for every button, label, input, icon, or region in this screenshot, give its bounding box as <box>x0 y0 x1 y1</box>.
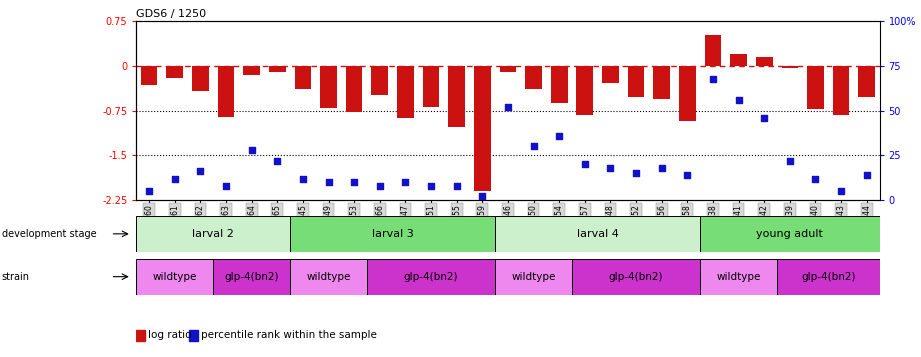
Text: glp-4(bn2): glp-4(bn2) <box>609 272 663 282</box>
Text: wildtype: wildtype <box>307 272 351 282</box>
Text: percentile rank within the sample: percentile rank within the sample <box>201 330 377 340</box>
Bar <box>499 66 517 72</box>
Bar <box>474 66 491 191</box>
Text: GDS6 / 1250: GDS6 / 1250 <box>136 9 206 19</box>
Bar <box>345 66 363 112</box>
Bar <box>495 259 572 295</box>
Point <box>424 183 438 188</box>
Bar <box>628 66 645 97</box>
Point <box>757 115 772 121</box>
Bar <box>217 66 234 117</box>
Text: development stage: development stage <box>2 229 97 239</box>
Point <box>859 172 874 178</box>
Bar <box>833 66 849 115</box>
Bar <box>777 259 880 295</box>
Text: larval 4: larval 4 <box>577 229 619 239</box>
Bar <box>269 66 286 72</box>
Point <box>270 158 285 164</box>
Point <box>321 179 336 185</box>
Bar <box>551 66 567 103</box>
Bar <box>321 66 337 108</box>
Bar <box>167 66 183 78</box>
Point <box>501 104 516 110</box>
Text: wildtype: wildtype <box>153 272 197 282</box>
Text: strain: strain <box>2 272 29 282</box>
Bar <box>136 259 213 295</box>
Bar <box>730 54 747 66</box>
Point <box>475 193 490 199</box>
Bar <box>756 57 773 66</box>
Bar <box>371 66 388 95</box>
Bar <box>602 66 619 83</box>
Bar <box>136 216 290 252</box>
Bar <box>243 66 260 75</box>
Point <box>808 176 822 181</box>
Bar <box>679 66 695 121</box>
Point <box>193 169 208 174</box>
Bar <box>136 330 145 341</box>
Bar <box>700 259 777 295</box>
Bar <box>397 66 414 119</box>
Point <box>296 176 310 181</box>
Point <box>398 179 413 185</box>
Text: log ratio: log ratio <box>147 330 192 340</box>
Point <box>654 165 669 171</box>
Point <box>577 161 592 167</box>
Text: larval 2: larval 2 <box>192 229 234 239</box>
Point <box>372 183 387 188</box>
Bar <box>495 216 700 252</box>
Point <box>629 170 644 176</box>
Text: young adult: young adult <box>756 229 823 239</box>
Text: glp-4(bn2): glp-4(bn2) <box>801 272 856 282</box>
Bar <box>141 66 157 85</box>
Bar <box>700 216 880 252</box>
Bar <box>449 66 465 127</box>
Bar <box>192 66 209 91</box>
Point <box>168 176 182 181</box>
Point <box>526 144 541 149</box>
Point <box>218 183 233 188</box>
Point <box>244 147 259 153</box>
Text: glp-4(bn2): glp-4(bn2) <box>225 272 279 282</box>
Bar <box>295 66 311 89</box>
Point <box>731 97 746 103</box>
Text: wildtype: wildtype <box>511 272 555 282</box>
Point <box>142 188 157 194</box>
Bar <box>190 330 198 341</box>
Point <box>552 133 566 139</box>
Point <box>347 179 362 185</box>
Text: larval 3: larval 3 <box>372 229 414 239</box>
Point <box>680 172 694 178</box>
Bar <box>858 66 875 97</box>
Bar <box>423 66 439 106</box>
Bar <box>290 259 367 295</box>
Point <box>834 188 848 194</box>
Point <box>449 183 464 188</box>
Bar <box>213 259 290 295</box>
Bar <box>290 216 495 252</box>
Bar <box>782 66 799 68</box>
Bar <box>705 35 721 66</box>
Bar <box>653 66 670 99</box>
Point <box>603 165 618 171</box>
Bar <box>807 66 823 109</box>
Text: wildtype: wildtype <box>717 272 761 282</box>
Point <box>783 158 798 164</box>
Bar <box>367 259 495 295</box>
Text: glp-4(bn2): glp-4(bn2) <box>403 272 459 282</box>
Bar <box>577 66 593 115</box>
Bar <box>525 66 542 89</box>
Bar <box>572 259 700 295</box>
Point <box>705 76 720 81</box>
